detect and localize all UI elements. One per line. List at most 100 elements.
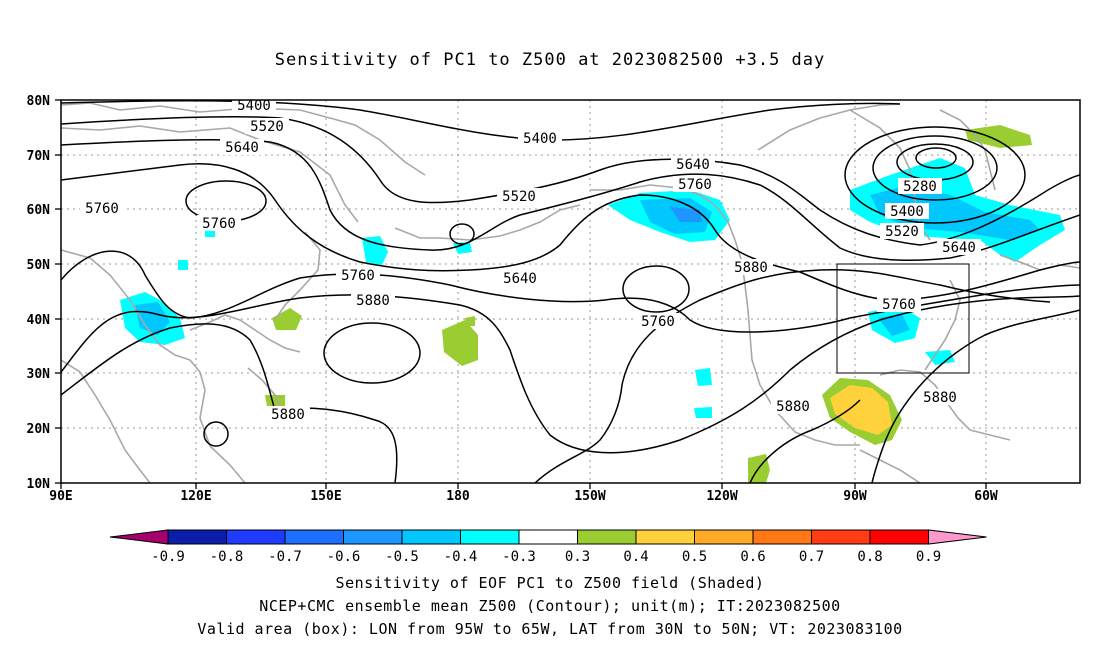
shade-positive-gulf xyxy=(830,385,892,435)
shade-negative-gulf-alaska-inner xyxy=(670,207,702,222)
svg-text:5760: 5760 xyxy=(341,268,375,284)
colorbar-end-right xyxy=(928,529,987,545)
colorbar-swatch xyxy=(226,529,286,545)
contour-label: 5520 xyxy=(245,118,289,135)
contour-label: 5400 xyxy=(518,130,562,147)
colorbar-label: 0.4 xyxy=(623,549,648,565)
shade-positive-small-4 xyxy=(265,395,285,406)
svg-text:5880: 5880 xyxy=(271,407,305,423)
contour-label: 5640 xyxy=(671,156,715,173)
colorbar-swatch xyxy=(460,529,520,545)
tick-marks xyxy=(55,99,987,489)
lon-tick-label: 60W xyxy=(974,489,998,504)
colorbar-label: 0.9 xyxy=(916,549,941,565)
svg-text:5760: 5760 xyxy=(678,177,712,193)
map-background xyxy=(61,100,1080,483)
lon-tick-label: 90E xyxy=(49,489,72,504)
shade-negative-florida xyxy=(925,350,955,365)
svg-text:5640: 5640 xyxy=(225,140,259,156)
lat-tick-label: 10N xyxy=(27,477,51,492)
lon-tick-label: 150E xyxy=(310,489,341,504)
lat-tick-label: 60N xyxy=(27,203,51,218)
colorbar-swatch xyxy=(694,529,754,545)
svg-text:5760: 5760 xyxy=(641,314,675,330)
latitude-axis: 80N 70N 60N 50N 40N 30N 20N 10N xyxy=(27,94,51,492)
colorbar-label: -0.9 xyxy=(151,549,185,565)
shade-positive-pacific-1 xyxy=(272,308,302,330)
contour-label: 5520 xyxy=(497,188,541,205)
colorbar-label: 0.6 xyxy=(740,549,765,565)
lon-tick-label: 90W xyxy=(843,489,867,504)
lon-tick-label: 120E xyxy=(180,489,211,504)
map-frame xyxy=(60,99,1081,484)
svg-text:5520: 5520 xyxy=(885,224,919,240)
shade-positive-pacific-2 xyxy=(442,320,478,366)
shade-negative-kamchatka xyxy=(362,236,388,265)
longitude-axis: 90E 120E 150E 180 150W 120W 90W 60W xyxy=(49,489,998,504)
contour-label: 5760 xyxy=(673,176,717,193)
contour-label: 5520 xyxy=(880,223,924,240)
svg-text:5640: 5640 xyxy=(676,157,710,173)
shade-negative-epac-1 xyxy=(695,368,712,386)
colorbar-swatch xyxy=(284,529,344,545)
svg-text:5400: 5400 xyxy=(237,98,271,114)
colorbar-swatch xyxy=(343,529,403,545)
lat-tick-label: 40N xyxy=(27,313,51,328)
contour-label: 5640 xyxy=(498,270,542,287)
colorbar-swatch xyxy=(577,529,637,545)
valid-area-box xyxy=(836,263,970,374)
svg-text:5640: 5640 xyxy=(503,271,537,287)
colorbar-swatch xyxy=(752,529,812,545)
shade-negative-eastus-core xyxy=(878,314,910,336)
svg-text:5520: 5520 xyxy=(250,119,284,135)
shade-negative-small-1 xyxy=(178,260,188,270)
svg-text:5880: 5880 xyxy=(734,260,768,276)
colorbar-swatch xyxy=(869,529,929,545)
svg-text:5760: 5760 xyxy=(85,201,119,217)
colorbar-swatch xyxy=(518,529,578,545)
contour-label: 5880 xyxy=(351,292,395,309)
contour-label: 5760 xyxy=(197,215,241,232)
shade-positive-small-3 xyxy=(465,316,475,326)
colorbar-swatch xyxy=(811,529,871,545)
contour-label: 5760 xyxy=(80,200,124,217)
contour-label: 5640 xyxy=(220,139,264,156)
shade-negative-epac-2 xyxy=(694,407,712,418)
svg-text:5520: 5520 xyxy=(502,189,536,205)
shade-negative-aleutian xyxy=(453,242,472,254)
colorbar-label: -0.8 xyxy=(210,549,244,565)
colorbar-label: -0.5 xyxy=(385,549,419,565)
svg-text:5280: 5280 xyxy=(903,179,937,195)
lat-tick-label: 30N xyxy=(27,367,51,382)
contour-label: 5280 xyxy=(898,178,942,195)
lon-tick-label: 150W xyxy=(574,489,605,504)
colorbar-label: 0.5 xyxy=(682,549,707,565)
colorbar: -0.9 -0.8 -0.7 -0.6 -0.5 -0.4 -0.3 0.3 0.4 0.5 0.6… xyxy=(109,529,987,565)
svg-text:5400: 5400 xyxy=(890,204,924,220)
lat-tick-label: 80N xyxy=(27,94,51,109)
colorbar-label: -0.3 xyxy=(502,549,536,565)
contour-label: 5640 xyxy=(937,239,981,256)
colorbar-label: -0.7 xyxy=(268,549,302,565)
caption-line-2: NCEP+CMC ensemble mean Z500 (Contour); u… xyxy=(259,597,841,615)
lat-tick-label: 20N xyxy=(27,422,51,437)
lat-tick-label: 70N xyxy=(27,149,51,164)
figure-title: Sensitivity of PC1 to Z500 at 2023082500… xyxy=(274,50,826,70)
contour-label: 5760 xyxy=(636,313,680,330)
svg-text:5640: 5640 xyxy=(942,240,976,256)
contour-label: 5880 xyxy=(918,389,962,406)
contour-label: 5880 xyxy=(729,259,773,276)
shade-negative-small-2 xyxy=(205,230,215,237)
colorbar-label: -0.6 xyxy=(327,549,361,565)
caption-line-1: Sensitivity of EOF PC1 to Z500 field (Sh… xyxy=(335,574,765,592)
colorbar-label: 0.3 xyxy=(565,549,590,565)
svg-text:5400: 5400 xyxy=(523,131,557,147)
contour-label: 5880 xyxy=(266,406,310,423)
lon-tick-label: 180 xyxy=(446,489,470,504)
contour-label: 5760 xyxy=(877,296,921,313)
colorbar-swatch xyxy=(167,529,227,545)
shade-positive-greenland xyxy=(965,125,1032,148)
contour-label: 5400 xyxy=(885,203,929,220)
svg-text:5760: 5760 xyxy=(202,216,236,232)
